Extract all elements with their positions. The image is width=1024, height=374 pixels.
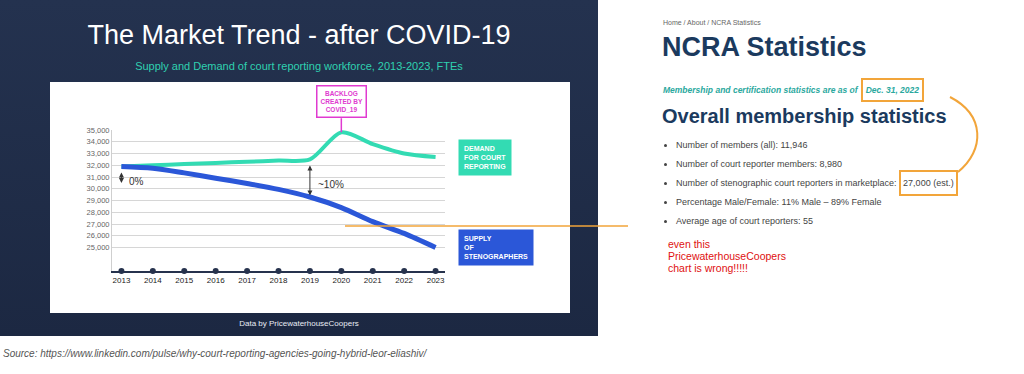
svg-text:2023: 2023 — [427, 276, 445, 285]
svg-text:27,000: 27,000 — [87, 220, 110, 229]
svg-text:28,000: 28,000 — [87, 208, 110, 217]
svg-text:2018: 2018 — [270, 276, 288, 285]
svg-text:26,000: 26,000 — [87, 231, 110, 240]
svg-text:2017: 2017 — [238, 276, 256, 285]
svg-text:34,000: 34,000 — [87, 137, 110, 146]
svg-text:30,000: 30,000 — [87, 184, 110, 193]
svg-text:32,000: 32,000 — [87, 161, 110, 170]
svg-text:2014: 2014 — [144, 276, 162, 285]
html-text:Number of court reporter membe: Number of court reporter members: 8,980 — [676, 159, 843, 169]
html-text:Dec. 31, 2022: Dec. 31, 2022 — [865, 85, 919, 95]
html-text:Percentage Male/Female: 11% Ma: Percentage Male/Female: 11% Male – 89% F… — [676, 197, 882, 207]
svg-text:25,000: 25,000 — [87, 243, 110, 252]
svg-text:31,000: 31,000 — [87, 173, 110, 182]
svg-text:BACKLOGCREATED BYCOVID_19: BACKLOGCREATED BYCOVID_19 — [321, 90, 363, 114]
html-text:even this: even this — [668, 238, 710, 250]
svg-text:~10%: ~10% — [318, 179, 344, 190]
html-text:Membership and certification s: Membership and certification statistics … — [663, 85, 858, 95]
html-text:Data by PricewaterhouseCoopers: Data by PricewaterhouseCoopers — [239, 319, 359, 328]
html-text:Home / About / NCRA Statistics: Home / About / NCRA Statistics — [663, 19, 761, 26]
svg-text:2022: 2022 — [395, 276, 413, 285]
html-text:The Market Trend - after COVID: The Market Trend - after COVID-19 — [87, 20, 511, 50]
html-text:NCRA Statistics: NCRA Statistics — [662, 32, 867, 62]
html-text:Source: https://www.linkedin.c: Source: https://www.linkedin.com/pulse/w… — [3, 348, 427, 359]
html-text:Supply and Demand of court rep: Supply and Demand of court reporting wor… — [135, 60, 463, 72]
svg-text:2019: 2019 — [301, 276, 319, 285]
svg-text:DEMANDFOR COURTREPORTING: DEMANDFOR COURTREPORTING — [464, 145, 506, 170]
html-text:Number of stenographic court r: Number of stenographic court reporters i… — [676, 178, 954, 188]
svg-text:2016: 2016 — [207, 276, 225, 285]
html-text:Number of members (all): 11,94: Number of members (all): 11,946 — [676, 140, 808, 150]
svg-text:29,000: 29,000 — [87, 196, 110, 205]
svg-text:SUPPLYOFSTENOGRAPHERS: SUPPLYOFSTENOGRAPHERS — [464, 235, 528, 260]
svg-text:0%: 0% — [129, 176, 144, 187]
svg-text:35,000: 35,000 — [87, 126, 110, 135]
html-text:PricewaterhouseCoopers: PricewaterhouseCoopers — [668, 250, 786, 262]
html-text:Average age of court reporters: Average age of court reporters: 55 — [676, 216, 813, 226]
svg-text:2020: 2020 — [332, 276, 350, 285]
svg-text:2013: 2013 — [113, 276, 131, 285]
svg-text:33,000: 33,000 — [87, 149, 110, 158]
html-text:chart is wrong!!!!!: chart is wrong!!!!! — [668, 262, 748, 274]
svg-text:2021: 2021 — [364, 276, 382, 285]
svg-text:2015: 2015 — [175, 276, 193, 285]
html-text:Overall membership statistics: Overall membership statistics — [662, 105, 947, 127]
